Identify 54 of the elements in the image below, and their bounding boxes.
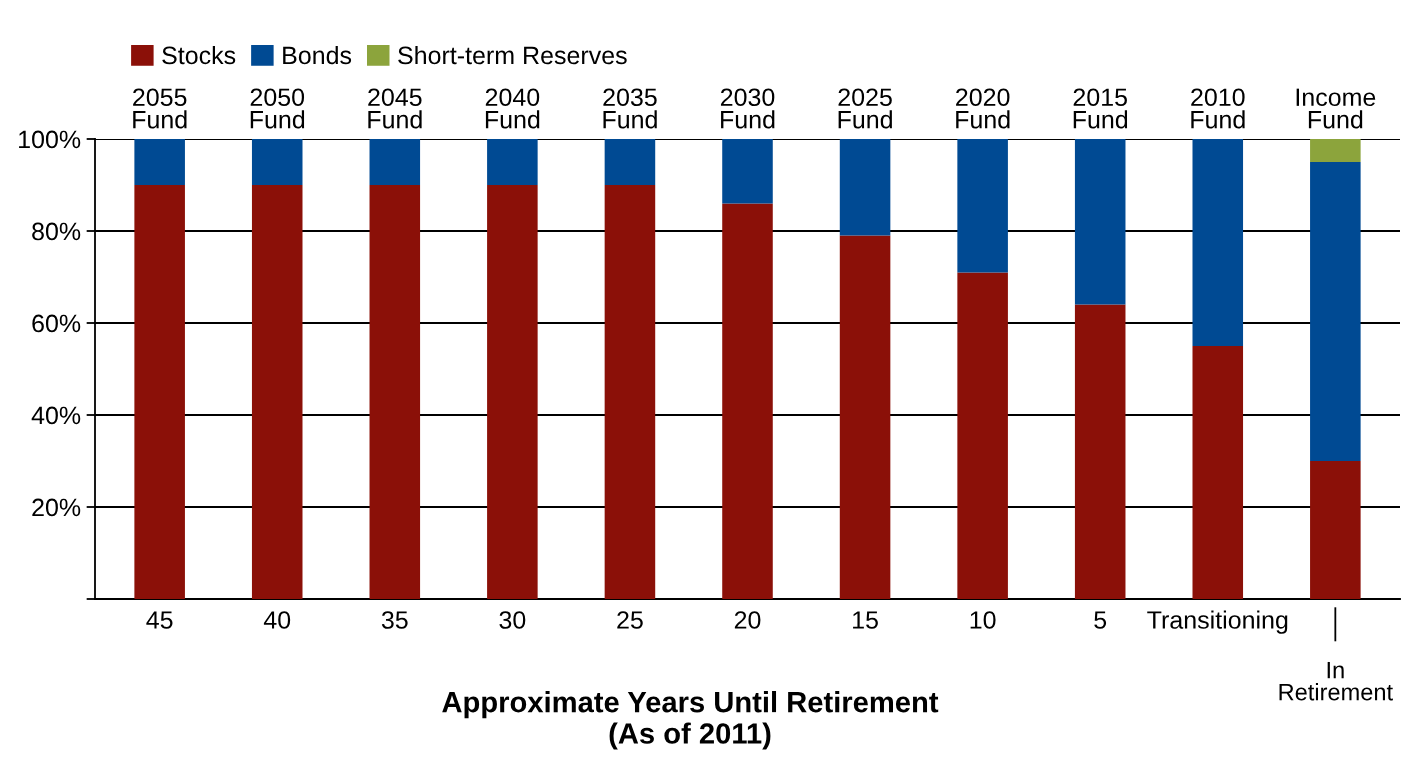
- legend-label: Short-term Reserves: [398, 45, 627, 65]
- bar: [957, 272, 1008, 599]
- text: 30: [499, 611, 526, 629]
- x-tick-label: 2035 Fund: [603, 88, 657, 129]
- bar: [1192, 346, 1244, 599]
- bar: [839, 235, 891, 599]
- bar: [1074, 304, 1126, 599]
- bar: [1310, 461, 1361, 599]
- x-axis-title: Approximate Years Until Retirement (As of 2011): [442, 691, 939, 750]
- y-tick-label: 80%: [32, 222, 81, 241]
- y-tick-label: 20%: [32, 498, 81, 517]
- bar: [1192, 139, 1244, 346]
- x-tick-label: 2020 Fund: [956, 88, 1010, 129]
- bar: [369, 185, 421, 599]
- y-tick-label: 100%: [19, 130, 81, 149]
- x-tick-label: Income Fund: [1296, 88, 1376, 129]
- bar: [487, 185, 538, 599]
- bar: [487, 139, 538, 185]
- x-tick-label: 2015 Fund: [1073, 88, 1128, 129]
- text: 10: [970, 611, 996, 629]
- bar: [251, 139, 303, 185]
- text: 25: [617, 611, 643, 629]
- legend-label: Stocks: [162, 45, 236, 65]
- bar: [134, 139, 185, 185]
- text: 45: [146, 611, 173, 629]
- text: 5: [1094, 611, 1107, 629]
- bar: [839, 139, 891, 236]
- bar: [604, 185, 656, 599]
- text: 40: [263, 611, 291, 629]
- bar: [251, 185, 303, 599]
- y-tick-label: 60%: [32, 314, 81, 333]
- text: In Retirement: [1279, 661, 1393, 701]
- bar: [1310, 162, 1361, 461]
- x-tick-label: 2055 Fund: [133, 88, 187, 129]
- bar: [722, 139, 773, 204]
- bar: [722, 203, 773, 599]
- x-tick-label: 2030 Fund: [720, 88, 775, 129]
- x-tick-label: 2045 Fund: [368, 88, 422, 129]
- bar: [1074, 139, 1126, 305]
- x-tick-label: 2025 Fund: [838, 88, 892, 129]
- bar: [134, 185, 185, 599]
- x-tick-label: 2040 Fund: [485, 88, 540, 129]
- legend-label: Bonds: [283, 45, 352, 65]
- bar: [957, 139, 1008, 273]
- text: Transitioning: [1147, 610, 1288, 634]
- text: 15: [853, 611, 878, 629]
- y-tick-label: 40%: [31, 406, 81, 425]
- bar: [1310, 139, 1361, 162]
- x-tick-label: 2050 Fund: [250, 88, 305, 129]
- text: 35: [381, 611, 408, 629]
- x-tick-label: 2010 Fund: [1191, 88, 1245, 129]
- bar: [604, 139, 656, 185]
- bar: [369, 139, 421, 185]
- text: 20: [734, 611, 761, 629]
